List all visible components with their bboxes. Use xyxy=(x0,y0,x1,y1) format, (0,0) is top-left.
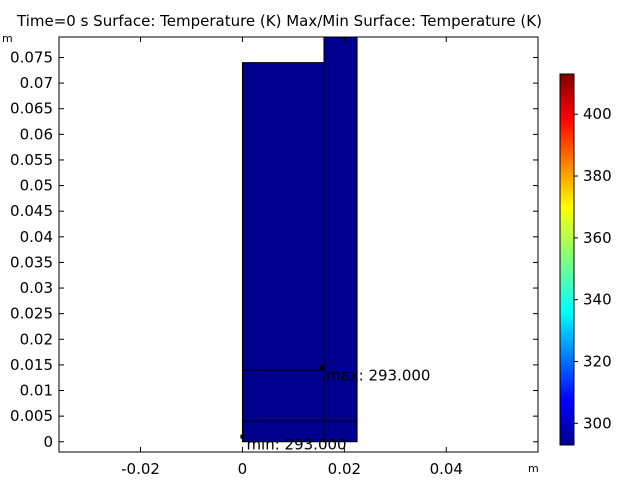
colorbar xyxy=(559,73,575,446)
annotation-marker-1 xyxy=(240,434,245,439)
y-tick-label-6: 0.03 xyxy=(20,279,53,297)
y-tick-label-12: 0.06 xyxy=(20,125,53,143)
colorbar-tick-label-2: 340 xyxy=(583,291,612,309)
colorbar-tick-label-0: 300 xyxy=(583,414,612,432)
annotation-marker-0 xyxy=(319,365,324,370)
y-tick-label-13: 0.065 xyxy=(10,100,53,118)
colorbar-tick-label-3: 360 xyxy=(583,229,612,247)
domain-0 xyxy=(241,62,325,443)
x-tick-label-2: 0.02 xyxy=(328,460,361,478)
y-axis-unit: m xyxy=(2,32,13,45)
x-tick-label-3: 0.04 xyxy=(430,460,463,478)
y-tick-label-8: 0.04 xyxy=(20,228,53,246)
y-tick-label-11: 0.055 xyxy=(10,151,53,169)
plot-title: Time=0 s Surface: Temperature (K) Max/Mi… xyxy=(17,12,542,30)
y-tick-label-15: 0.075 xyxy=(10,48,53,66)
y-tick-label-0: 0 xyxy=(43,433,53,451)
domain-1 xyxy=(323,36,358,443)
y-tick-label-5: 0.025 xyxy=(10,305,53,323)
colorbar-tick-label-5: 400 xyxy=(583,105,612,123)
colorbar-tick-label-1: 320 xyxy=(583,353,612,371)
y-tick-label-3: 0.015 xyxy=(10,356,53,374)
y-tick-label-2: 0.01 xyxy=(20,382,53,400)
x-tick-label-0: -0.02 xyxy=(121,460,160,478)
colorbar-tick-label-4: 380 xyxy=(583,167,612,185)
y-tick-label-10: 0.05 xyxy=(20,177,53,195)
y-tick-label-9: 0.045 xyxy=(10,202,53,220)
annotation-label-0: max: 293.000 xyxy=(326,366,431,384)
y-tick-label-1: 0.005 xyxy=(10,407,53,425)
y-tick-label-4: 0.02 xyxy=(20,330,53,348)
y-tick-label-7: 0.035 xyxy=(10,253,53,271)
x-axis-unit: m xyxy=(528,462,539,475)
y-tick-label-14: 0.07 xyxy=(20,74,53,92)
annotation-label-1: min: 293.000 xyxy=(246,436,346,454)
x-tick-label-1: 0 xyxy=(238,460,248,478)
